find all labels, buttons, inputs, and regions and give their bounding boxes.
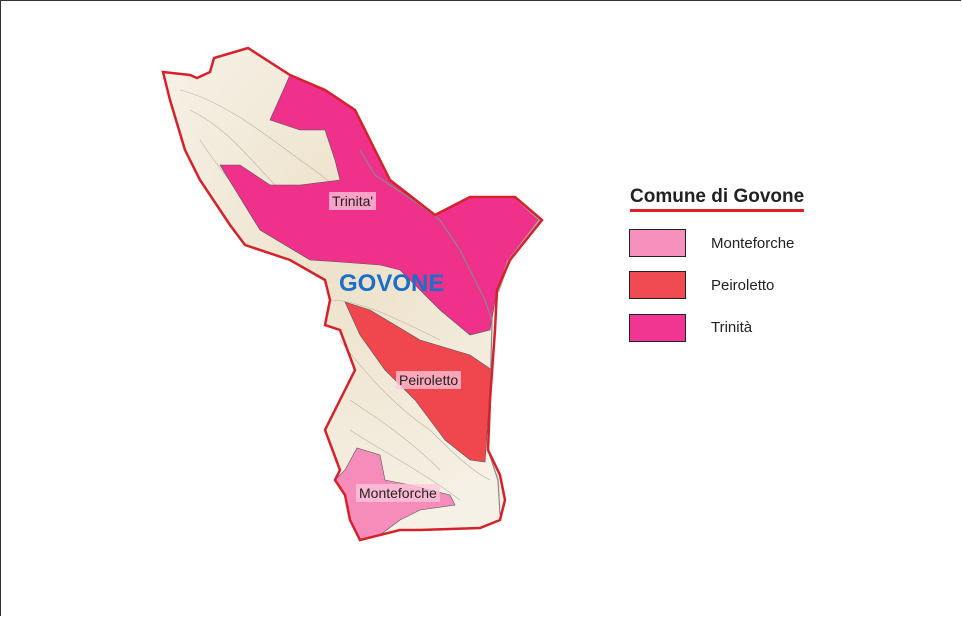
- legend-title: Comune di Govone: [630, 186, 805, 212]
- legend-label-trinita: Trinità: [711, 319, 753, 336]
- legend-swatch-monteforche: [629, 229, 686, 257]
- town-label: GOVONE: [339, 270, 445, 297]
- zone-label-peiroletto: Peiroletto: [396, 371, 462, 389]
- legend-swatch-trinita: [629, 314, 686, 342]
- legend-swatch-peiroletto: [629, 271, 686, 299]
- zone-label-monteforche: Monteforche: [356, 484, 440, 502]
- municipality-boundary: [161, 46, 544, 542]
- legend-label-monteforche: Monteforche: [711, 235, 795, 252]
- zone-label-trinita: Trinita': [329, 192, 377, 210]
- legend-label-peiroletto: Peiroletto: [711, 277, 775, 294]
